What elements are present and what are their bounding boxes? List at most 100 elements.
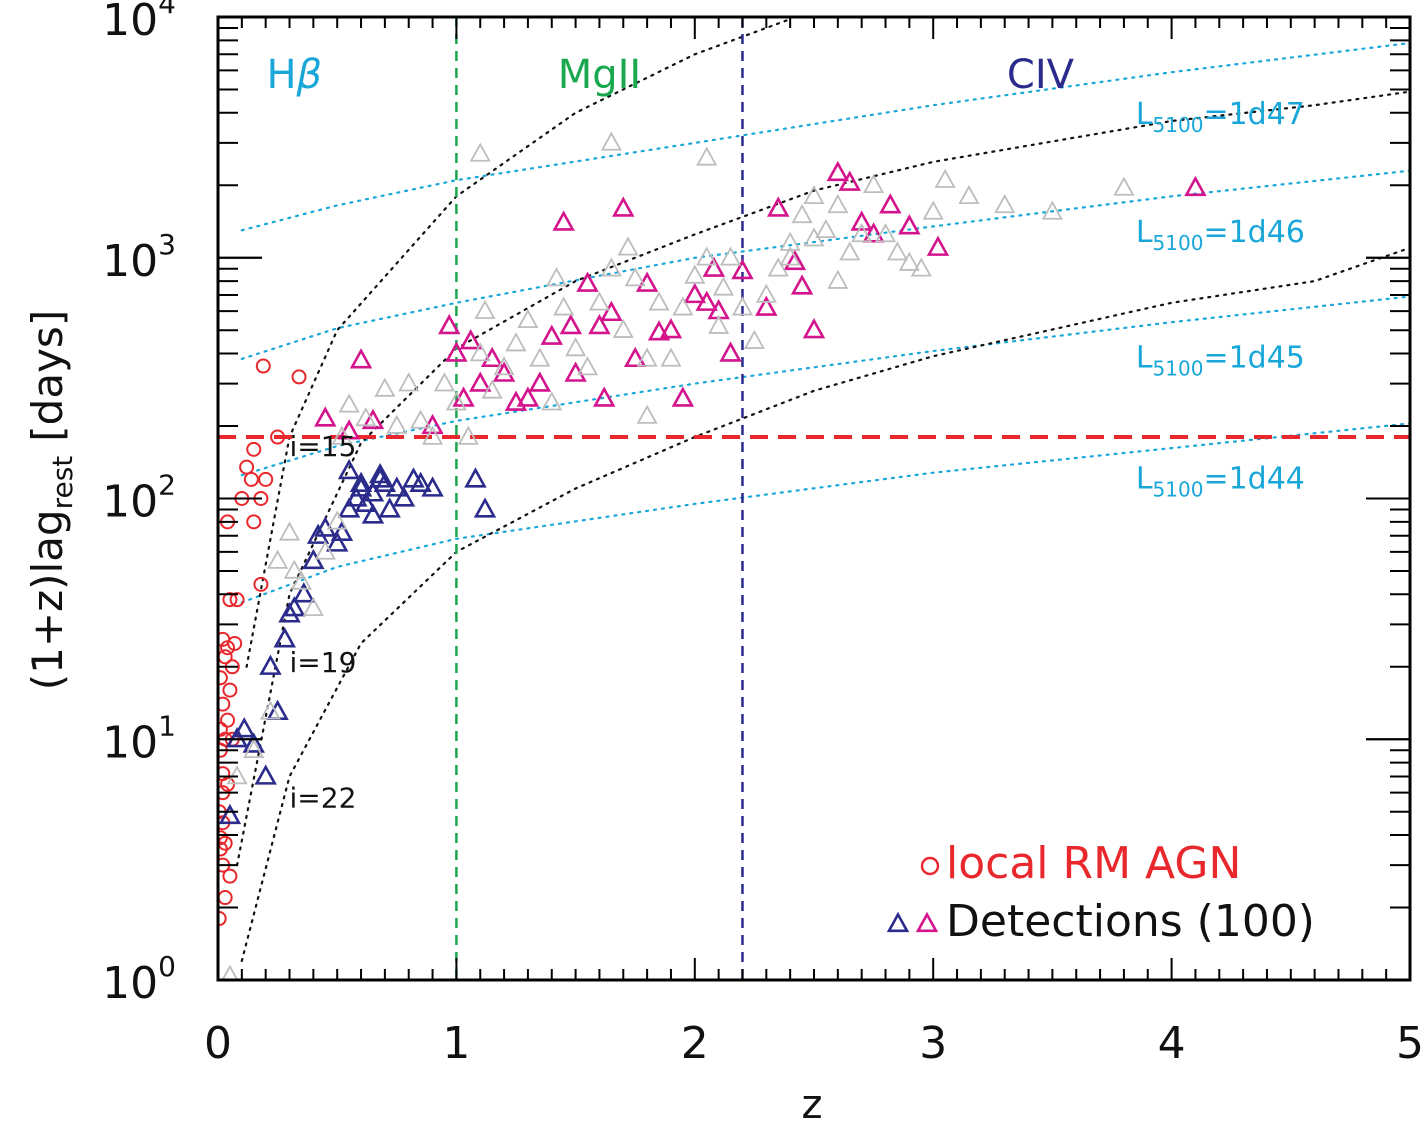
data-point-circle [218, 649, 233, 665]
data-point-triangle [409, 471, 432, 493]
luminosity-track [240, 422, 1410, 604]
data-point-triangle [469, 342, 491, 362]
data-point-triangle [422, 425, 444, 445]
data-point-triangle [671, 386, 695, 407]
y-tick-label: 102 [102, 469, 176, 528]
reference-lines [218, 17, 1410, 980]
data-point-triangle [541, 391, 563, 411]
region-label: CIV [1007, 52, 1075, 98]
data-point-circle [246, 441, 262, 457]
data-point-circle [218, 766, 231, 782]
data-point-triangle [755, 283, 777, 303]
data-point-triangle [221, 964, 239, 980]
data-point-triangle [232, 717, 256, 738]
data-point-triangle [767, 196, 790, 217]
data-point-triangle [345, 486, 368, 507]
luminosity-track-label: L5100=1d44 [1136, 462, 1305, 502]
data-point-triangle [803, 184, 825, 205]
data-point-triangle [922, 200, 944, 220]
data-point-circle [246, 514, 262, 530]
data-point-triangle [410, 409, 432, 429]
data-point-circle [222, 682, 238, 698]
data-point-triangle [934, 168, 956, 188]
data-point-triangle [326, 510, 348, 530]
data-point-circle [220, 712, 236, 728]
data-point-circle [222, 868, 238, 884]
chart-text: z (1+z)lagrest[days] L5100=1d47 L5100=1d4… [23, 0, 1424, 1128]
data-point-triangle [374, 377, 396, 397]
legend-triangle-blue [886, 911, 910, 933]
data-point-triangle [815, 218, 837, 239]
magnitude-track [236, 90, 1410, 867]
data-point-triangle [438, 313, 461, 335]
data-point-triangle [273, 627, 296, 648]
data-point-triangle [445, 391, 467, 411]
region-label: MgII [558, 52, 642, 98]
legend-label-detections: Detections (100) [946, 896, 1315, 947]
data-point-triangle [493, 356, 515, 376]
data-point-triangle [259, 700, 281, 720]
luminosity-track-label: L5100=1d45 [1136, 341, 1305, 381]
data-point-circle [239, 459, 255, 475]
x-tick-label: 4 [1158, 1018, 1186, 1069]
data-point-triangle [361, 481, 385, 502]
magnitude-track-label: i=22 [290, 782, 357, 815]
data-point-triangle [378, 497, 401, 518]
data-point-triangle [802, 318, 826, 339]
data-point-triangle [505, 332, 527, 352]
data-point-triangle [588, 313, 611, 335]
data-point-triangle [636, 347, 658, 367]
data-point-triangle [683, 282, 707, 304]
data-point-triangle [225, 727, 249, 748]
data-point-triangle [712, 276, 734, 296]
data-point-triangle [516, 386, 540, 407]
data-point-triangle [481, 379, 503, 399]
y-tick-label: 101 [102, 709, 176, 768]
data-point-triangle [302, 596, 324, 617]
data-point-triangle [559, 313, 583, 335]
data-point-triangle [994, 194, 1016, 214]
data-point-triangle [492, 361, 516, 382]
data-point-triangle [672, 296, 694, 316]
data-point-circle [253, 576, 269, 592]
data-point-triangle [278, 521, 301, 541]
data-point-triangle [755, 295, 778, 316]
data-point-triangle [767, 257, 789, 277]
data-point-triangle [433, 372, 456, 392]
data-point-triangle [267, 549, 289, 569]
data-point-circle [218, 890, 233, 906]
data-point-circle [258, 471, 274, 487]
data-point-triangle [588, 291, 610, 311]
data-point-circle [218, 721, 228, 737]
data-point-triangle [445, 341, 468, 362]
data-point-triangle [540, 324, 563, 345]
y-axis-label: (1+z)lagrest[days] [23, 310, 79, 690]
data-point-triangle [338, 393, 360, 413]
data-point-triangle [361, 408, 385, 430]
data-point-triangle [791, 203, 813, 224]
data-point-triangle [659, 318, 683, 339]
data-points [218, 131, 1207, 980]
data-point-triangle [696, 146, 718, 166]
data-point-triangle [368, 462, 392, 484]
data-point-triangle [660, 347, 682, 367]
data-point-triangle [958, 184, 980, 205]
data-point-triangle [398, 372, 420, 392]
data-point-triangle [368, 467, 392, 488]
data-point-triangle [731, 296, 754, 316]
data-point-triangle [330, 520, 354, 541]
data-point-triangle [708, 314, 730, 334]
data-point-triangle [421, 413, 444, 435]
data-point-circle [229, 592, 245, 608]
data-point-triangle [624, 267, 646, 287]
data-point-triangle [474, 299, 496, 319]
data-point-triangle [259, 654, 282, 675]
data-point-triangle [850, 210, 873, 231]
magnitude-track-label: i=19 [290, 646, 357, 679]
data-point-triangle [898, 251, 920, 271]
data-point-triangle [545, 267, 568, 287]
data-point-triangle [325, 531, 349, 552]
data-point-triangle [553, 296, 575, 316]
data-point-triangle [552, 210, 575, 231]
